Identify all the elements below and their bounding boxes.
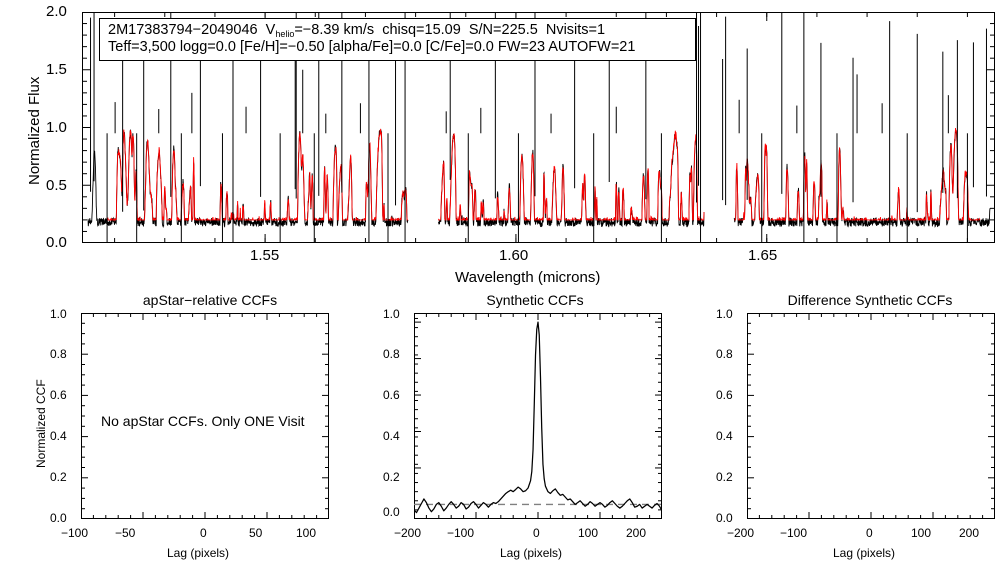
ccf-left-canvas xyxy=(81,313,329,519)
ccf-mid-ytick-2: 0.6 xyxy=(383,388,400,402)
ccf-left-frame xyxy=(81,313,329,519)
target-info-box: 2M17383794−2049046 Vhelio=−8.39 km/s chi… xyxy=(99,18,696,62)
snr-value: S/N=225.5 xyxy=(468,22,538,38)
ccf-right-ytick-2: 0.6 xyxy=(716,388,733,402)
spectrum-xtick-0: 1.55 xyxy=(250,247,280,264)
ccf-left-plot xyxy=(81,313,329,519)
ccf-left-xtick-2: 0 xyxy=(200,526,207,540)
ccf-left-ytick-1: 0.8 xyxy=(50,347,67,361)
ccf-right-xtick-0: −200 xyxy=(727,526,755,540)
ccf-mid-ytick-1: 0.8 xyxy=(383,347,400,361)
ccf-right-xtick-4: 200 xyxy=(959,526,980,540)
target-id: 2M17383794−2049046 xyxy=(108,22,258,38)
ccf-mid-frame xyxy=(414,313,662,519)
ccf-right-title: Difference Synthetic CCFs xyxy=(787,292,953,308)
ccf-right-ytick-5: 0.0 xyxy=(716,511,733,525)
info-line-1: 2M17383794−2049046 Vhelio=−8.39 km/s chi… xyxy=(108,22,687,39)
ccf-left-xtick-3: 50 xyxy=(249,526,263,540)
spectrum-ytick-0: 2.0 xyxy=(46,3,67,20)
info-line-2: Teff=3,500 logg=0.0 [Fe/H]=−0.50 [alpha/… xyxy=(108,39,636,56)
ccf-mid-xtick-4: 200 xyxy=(626,526,647,540)
ccf-mid-ytick-4: 0.2 xyxy=(383,470,400,484)
ccf-right-ytick-0: 1.0 xyxy=(716,307,733,321)
ccf-left-xtick-0: −100 xyxy=(61,526,89,540)
ccf-left-ytick-2: 0.6 xyxy=(50,388,67,402)
vhelio-value: =−8.39 km/s xyxy=(294,22,375,38)
ccf-mid-xtick-2: 0 xyxy=(533,526,540,540)
ccf-mid-xaxis-title: Lag (pixels) xyxy=(500,546,563,560)
ccf-left-title: apStar−relative CCFs xyxy=(142,292,278,308)
ccf-right-ytick-3: 0.4 xyxy=(716,429,733,443)
ccf-mid-xtick-1: −100 xyxy=(447,526,475,540)
ccf-left-xtick-4: 100 xyxy=(296,526,317,540)
ccf-left-ytick-4: 0.2 xyxy=(50,470,67,484)
spectrum-xtick-1: 1.60 xyxy=(499,247,529,264)
nvisits-value: Nvisits=1 xyxy=(545,22,606,38)
ccf-right-xtick-1: −100 xyxy=(780,526,808,540)
ccf-right-xaxis-title: Lag (pixels) xyxy=(833,546,896,560)
ccf-right-canvas xyxy=(747,313,995,519)
spectrum-yaxis-title: Normalized Flux xyxy=(26,76,43,185)
ccf-left-empty-message: No apStar CCFs. Only ONE Visit xyxy=(101,413,305,429)
spectrum-xaxis-title: Wavelength (microns) xyxy=(455,269,601,286)
vhelio-label: V xyxy=(265,22,276,38)
ccf-left-xtick-1: −50 xyxy=(115,526,136,540)
ccf-mid-plot xyxy=(414,313,662,519)
ccf-mid-ytick-5: 0.0 xyxy=(383,505,400,519)
spectrum-ytick-4: 0.0 xyxy=(46,234,67,251)
spectrum-ytick-1: 1.5 xyxy=(46,61,67,78)
ccf-mid-xtick-0: −200 xyxy=(394,526,422,540)
ccf-left-ytick-0: 1.0 xyxy=(50,307,67,321)
ccf-left-ytick-5: 0.0 xyxy=(50,511,67,525)
ccf-mid-canvas xyxy=(414,313,662,519)
ccf-mid-title: Synthetic CCFs xyxy=(486,292,584,308)
ccf-right-plot xyxy=(747,313,995,519)
spectrum-xtick-2: 1.65 xyxy=(748,247,778,264)
ccf-left-yaxis-title: Normalized CCF xyxy=(34,379,48,468)
spectrum-ytick-3: 0.5 xyxy=(46,177,67,194)
spectrum-canvas xyxy=(82,12,995,243)
ccf-left-ytick-3: 0.4 xyxy=(50,429,67,443)
ccf-mid-ytick-3: 0.4 xyxy=(383,429,400,443)
ccf-mid-xtick-3: 100 xyxy=(578,526,599,540)
ccf-right-xtick-2: 0 xyxy=(866,526,873,540)
ccf-mid-ytick-0: 1.0 xyxy=(383,307,400,321)
vhelio-subscript: helio xyxy=(275,29,295,39)
chisq-value: chisq=15.09 xyxy=(382,22,461,38)
ccf-right-ytick-4: 0.2 xyxy=(716,470,733,484)
ccf-right-xtick-3: 100 xyxy=(911,526,932,540)
ccf-right-ytick-1: 0.8 xyxy=(716,347,733,361)
spectrum-ytick-2: 1.0 xyxy=(46,119,67,136)
ccf-left-xaxis-title: Lag (pixels) xyxy=(167,546,230,560)
